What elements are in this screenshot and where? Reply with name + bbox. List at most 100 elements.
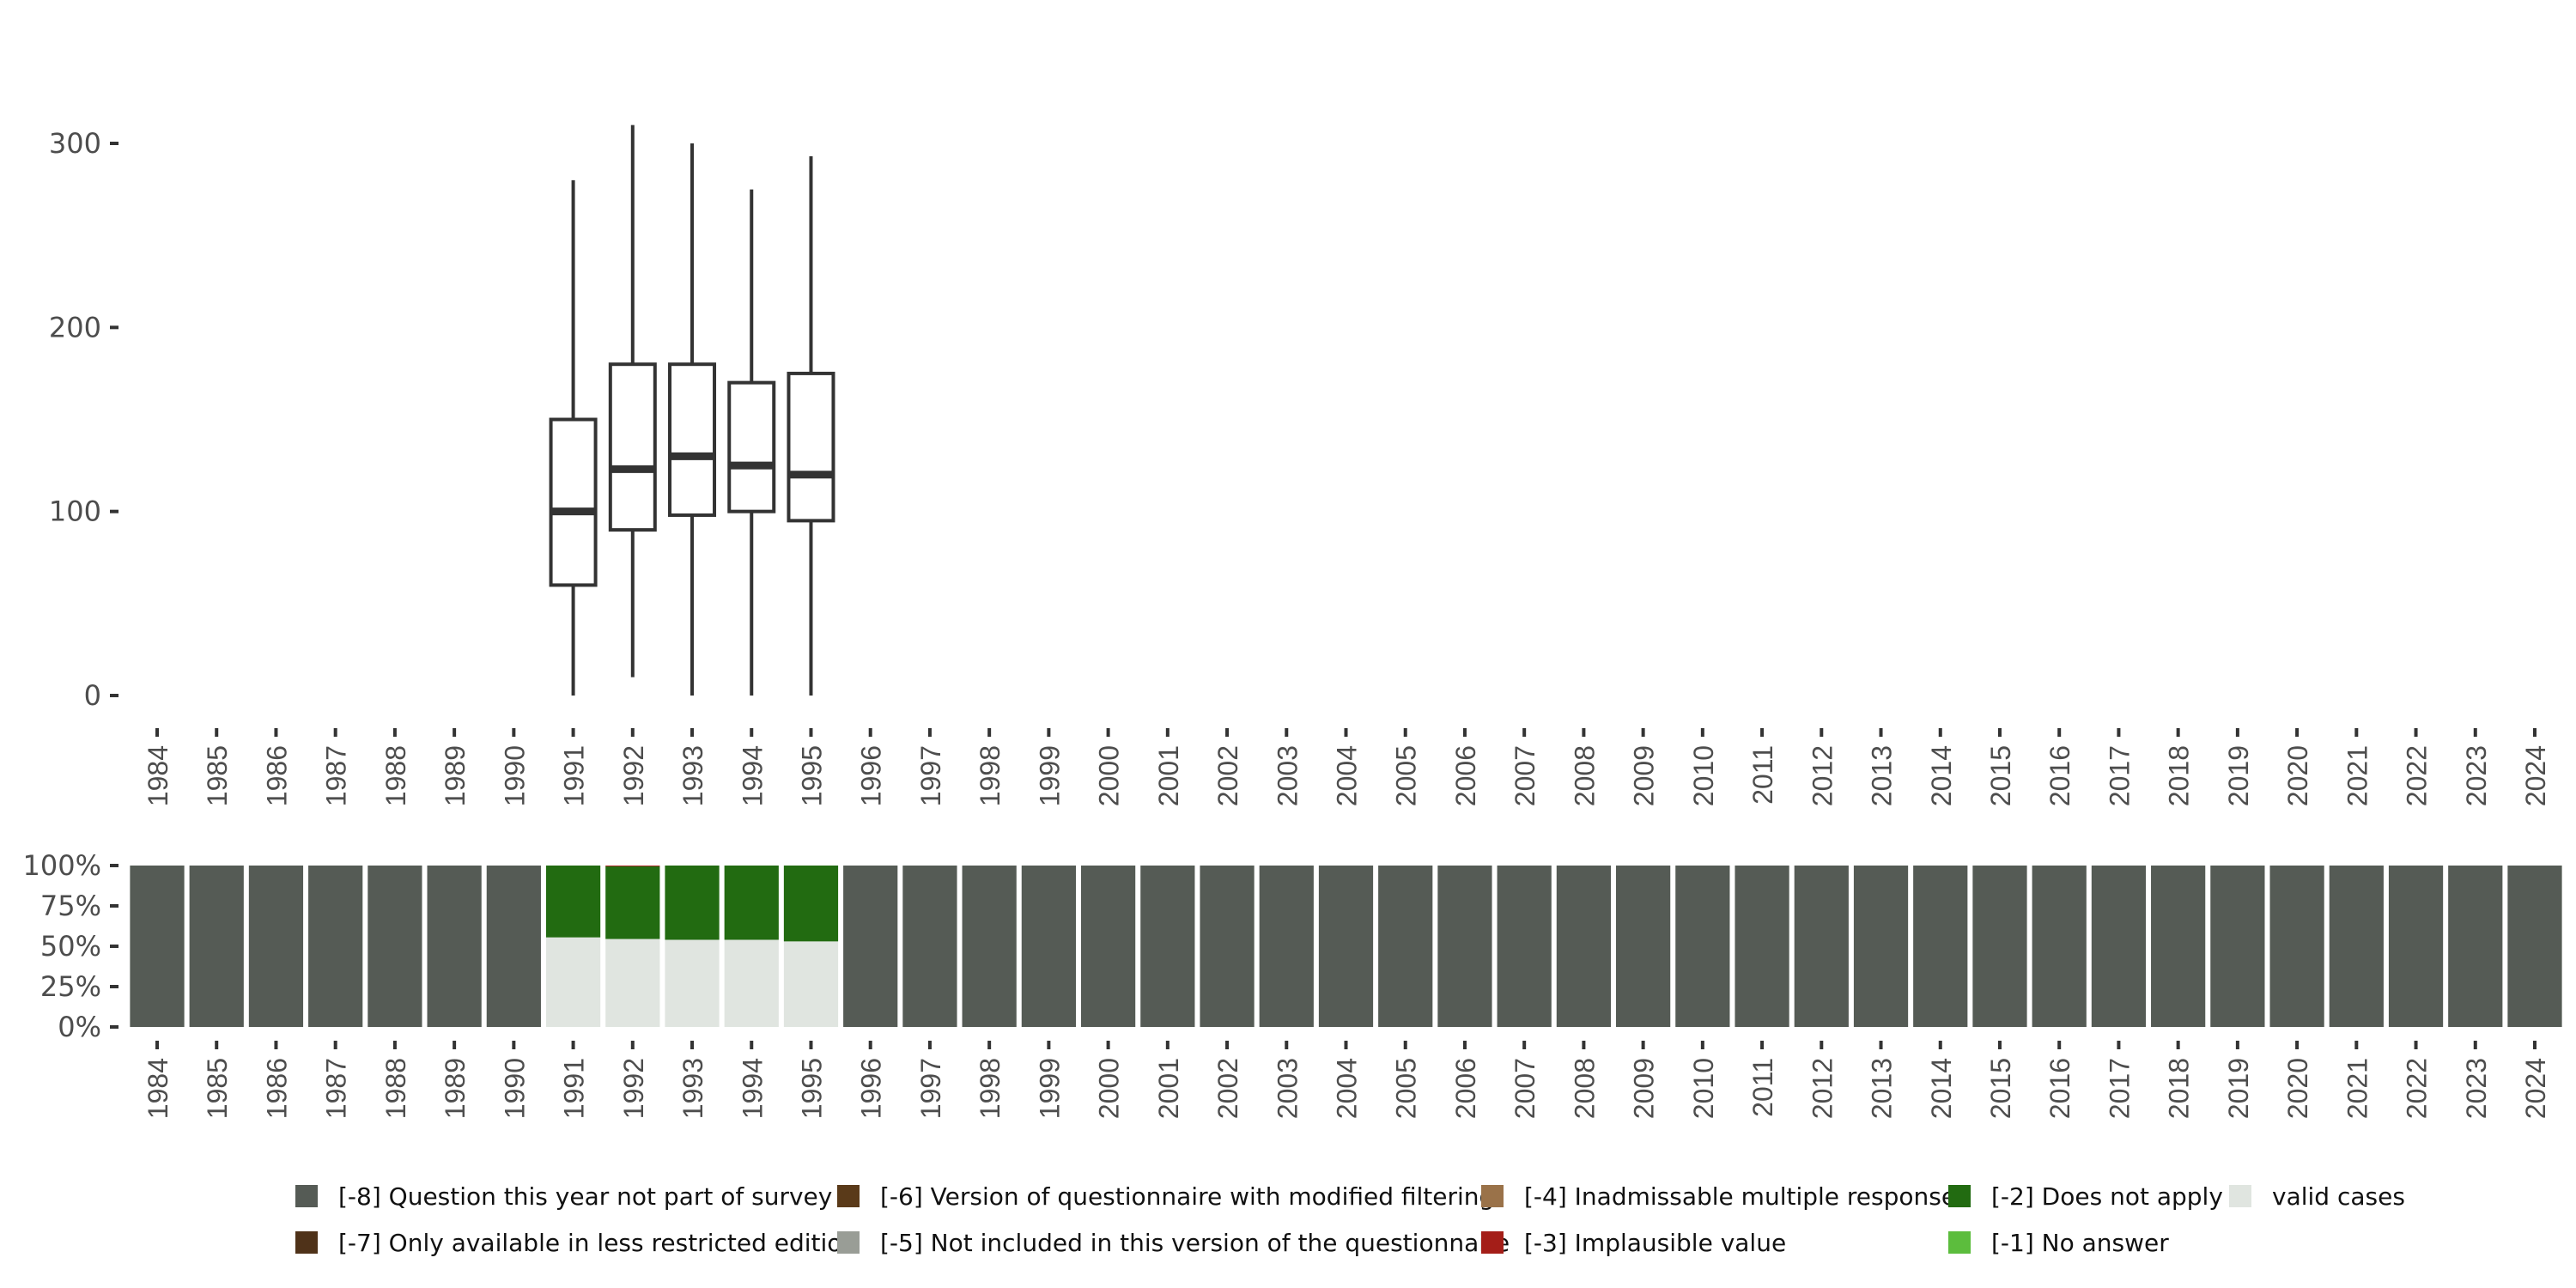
x-tick-label: 2009 xyxy=(1629,745,1660,806)
y-tick-label: 75% xyxy=(40,890,101,922)
bar-2007 xyxy=(1497,866,1552,1027)
bar-segment-valid xyxy=(665,939,720,1027)
x-tick-label: 2009 xyxy=(1629,1058,1660,1119)
bar-2015 xyxy=(1972,866,2027,1027)
legend-label: valid cases xyxy=(2272,1182,2405,1211)
x-tick-label: 2001 xyxy=(1153,745,1184,806)
bar-2004 xyxy=(1318,866,1374,1027)
x-tick-label: 2021 xyxy=(2342,1058,2372,1119)
legend-item: [-4] Inadmissable multiple response xyxy=(1481,1182,1956,1211)
legend-item: [-7] Only available in less restricted e… xyxy=(295,1229,857,1257)
x-tick-label: 2003 xyxy=(1272,1058,1303,1119)
bar-segment-not-part xyxy=(1616,866,1671,1027)
legend-label: [-5] Not included in this version of the… xyxy=(880,1229,1510,1257)
x-tick-label: 2005 xyxy=(1391,745,1422,806)
bar-1997 xyxy=(902,866,957,1027)
bar-2013 xyxy=(1853,866,1909,1027)
x-tick-label: 2006 xyxy=(1450,1058,1481,1119)
legend-item: [-1] No answer xyxy=(1948,1229,2169,1257)
bar-segment-dna xyxy=(605,866,660,939)
box xyxy=(608,362,657,532)
x-tick-label: 1984 xyxy=(143,1058,173,1119)
x-tick-label: 2023 xyxy=(2461,745,2492,806)
x-tick-label: 1985 xyxy=(202,1058,233,1119)
bar-segment-not-part xyxy=(2269,866,2324,1027)
x-tick-label: 1993 xyxy=(677,1058,708,1119)
bar-segment-not-part xyxy=(1556,866,1612,1027)
bar-2021 xyxy=(2329,866,2384,1027)
bar-segment-dna xyxy=(724,866,779,940)
bar-1991 xyxy=(545,866,601,1027)
bar-1992 xyxy=(605,866,660,1027)
x-tick-label: 1997 xyxy=(915,745,946,806)
boxplot-1991 xyxy=(549,179,598,696)
bar-segment-not-part xyxy=(248,866,304,1027)
x-tick-label: 2018 xyxy=(2164,1058,2195,1119)
bar-segment-valid xyxy=(605,939,660,1027)
bar-segment-not-part xyxy=(2210,866,2265,1027)
bar-segment-not-part xyxy=(308,866,363,1027)
x-tick-label: 1994 xyxy=(737,745,768,806)
x-tick-label: 2012 xyxy=(1807,745,1838,806)
x-tick-label: 2004 xyxy=(1332,745,1363,806)
bar-2005 xyxy=(1378,866,1433,1027)
x-tick-label: 1996 xyxy=(856,745,887,806)
legend-swatch xyxy=(1481,1231,1504,1254)
bar-1993 xyxy=(665,866,720,1027)
x-tick-label: 2007 xyxy=(1510,1058,1540,1119)
bar-2020 xyxy=(2269,866,2324,1027)
bar-segment-not-part xyxy=(962,866,1017,1027)
x-tick-label: 1996 xyxy=(856,1058,887,1119)
x-tick-label: 2015 xyxy=(1985,1058,2016,1119)
bar-segment-not-part xyxy=(1853,866,1909,1027)
x-tick-label: 2013 xyxy=(1867,745,1898,806)
x-tick-label: 1997 xyxy=(915,1058,946,1119)
x-tick-label: 2013 xyxy=(1867,1058,1898,1119)
bar-segment-not-part xyxy=(1200,866,1255,1027)
boxplot-1992 xyxy=(608,125,657,677)
legend-label: [-4] Inadmissable multiple response xyxy=(1524,1182,1956,1211)
legend-label: [-6] Version of questionnaire with modif… xyxy=(880,1182,1494,1211)
bar-2001 xyxy=(1140,866,1195,1027)
box xyxy=(549,417,598,587)
x-tick-label: 1987 xyxy=(321,1058,352,1119)
x-tick-label: 2022 xyxy=(2402,1058,2433,1119)
x-tick-label: 1992 xyxy=(618,1058,649,1119)
bar-2011 xyxy=(1735,866,1789,1027)
y-tick-label: 100% xyxy=(23,849,101,882)
x-tick-label: 2016 xyxy=(2044,1058,2075,1119)
legend-label: [-7] Only available in less restricted e… xyxy=(338,1229,857,1257)
legend-label: [-3] Implausible value xyxy=(1524,1229,1786,1257)
x-tick-label: 2010 xyxy=(1688,1058,1719,1119)
x-tick-label: 2010 xyxy=(1688,745,1719,806)
x-tick-label: 2000 xyxy=(1094,745,1125,806)
legend-label: [-8] Question this year not part of surv… xyxy=(338,1182,832,1211)
x-tick-label: 2007 xyxy=(1510,745,1540,806)
x-tick-label: 2024 xyxy=(2520,745,2551,806)
x-tick-label: 2016 xyxy=(2044,745,2075,806)
bar-2017 xyxy=(2091,866,2147,1027)
bar-segment-valid xyxy=(783,941,839,1027)
x-tick-label: 2008 xyxy=(1569,745,1600,806)
bar-segment-not-part xyxy=(2388,866,2444,1027)
y-tick-label: 0% xyxy=(58,1011,101,1043)
bar-segment-not-part xyxy=(2507,866,2562,1027)
x-tick-label: 2003 xyxy=(1272,745,1303,806)
legend-swatch xyxy=(2229,1185,2251,1207)
x-tick-label: 1992 xyxy=(618,745,649,806)
y-tick-label: 25% xyxy=(40,970,101,1003)
box xyxy=(727,380,776,513)
legend-label: [-2] Does not apply xyxy=(1991,1182,2223,1211)
bar-2009 xyxy=(1616,866,1671,1027)
bar-2019 xyxy=(2210,866,2265,1027)
box xyxy=(787,371,835,523)
bar-segment-not-part xyxy=(1437,866,1492,1027)
box xyxy=(668,362,717,517)
boxplot-1993 xyxy=(668,143,717,696)
bar-segment-valid xyxy=(545,937,601,1027)
bar-segment-not-part xyxy=(189,866,244,1027)
x-tick-label: 2005 xyxy=(1391,1058,1422,1119)
x-tick-label: 2023 xyxy=(2461,1058,2492,1119)
x-tick-label: 2018 xyxy=(2164,745,2195,806)
x-tick-label: 1995 xyxy=(796,1058,827,1119)
